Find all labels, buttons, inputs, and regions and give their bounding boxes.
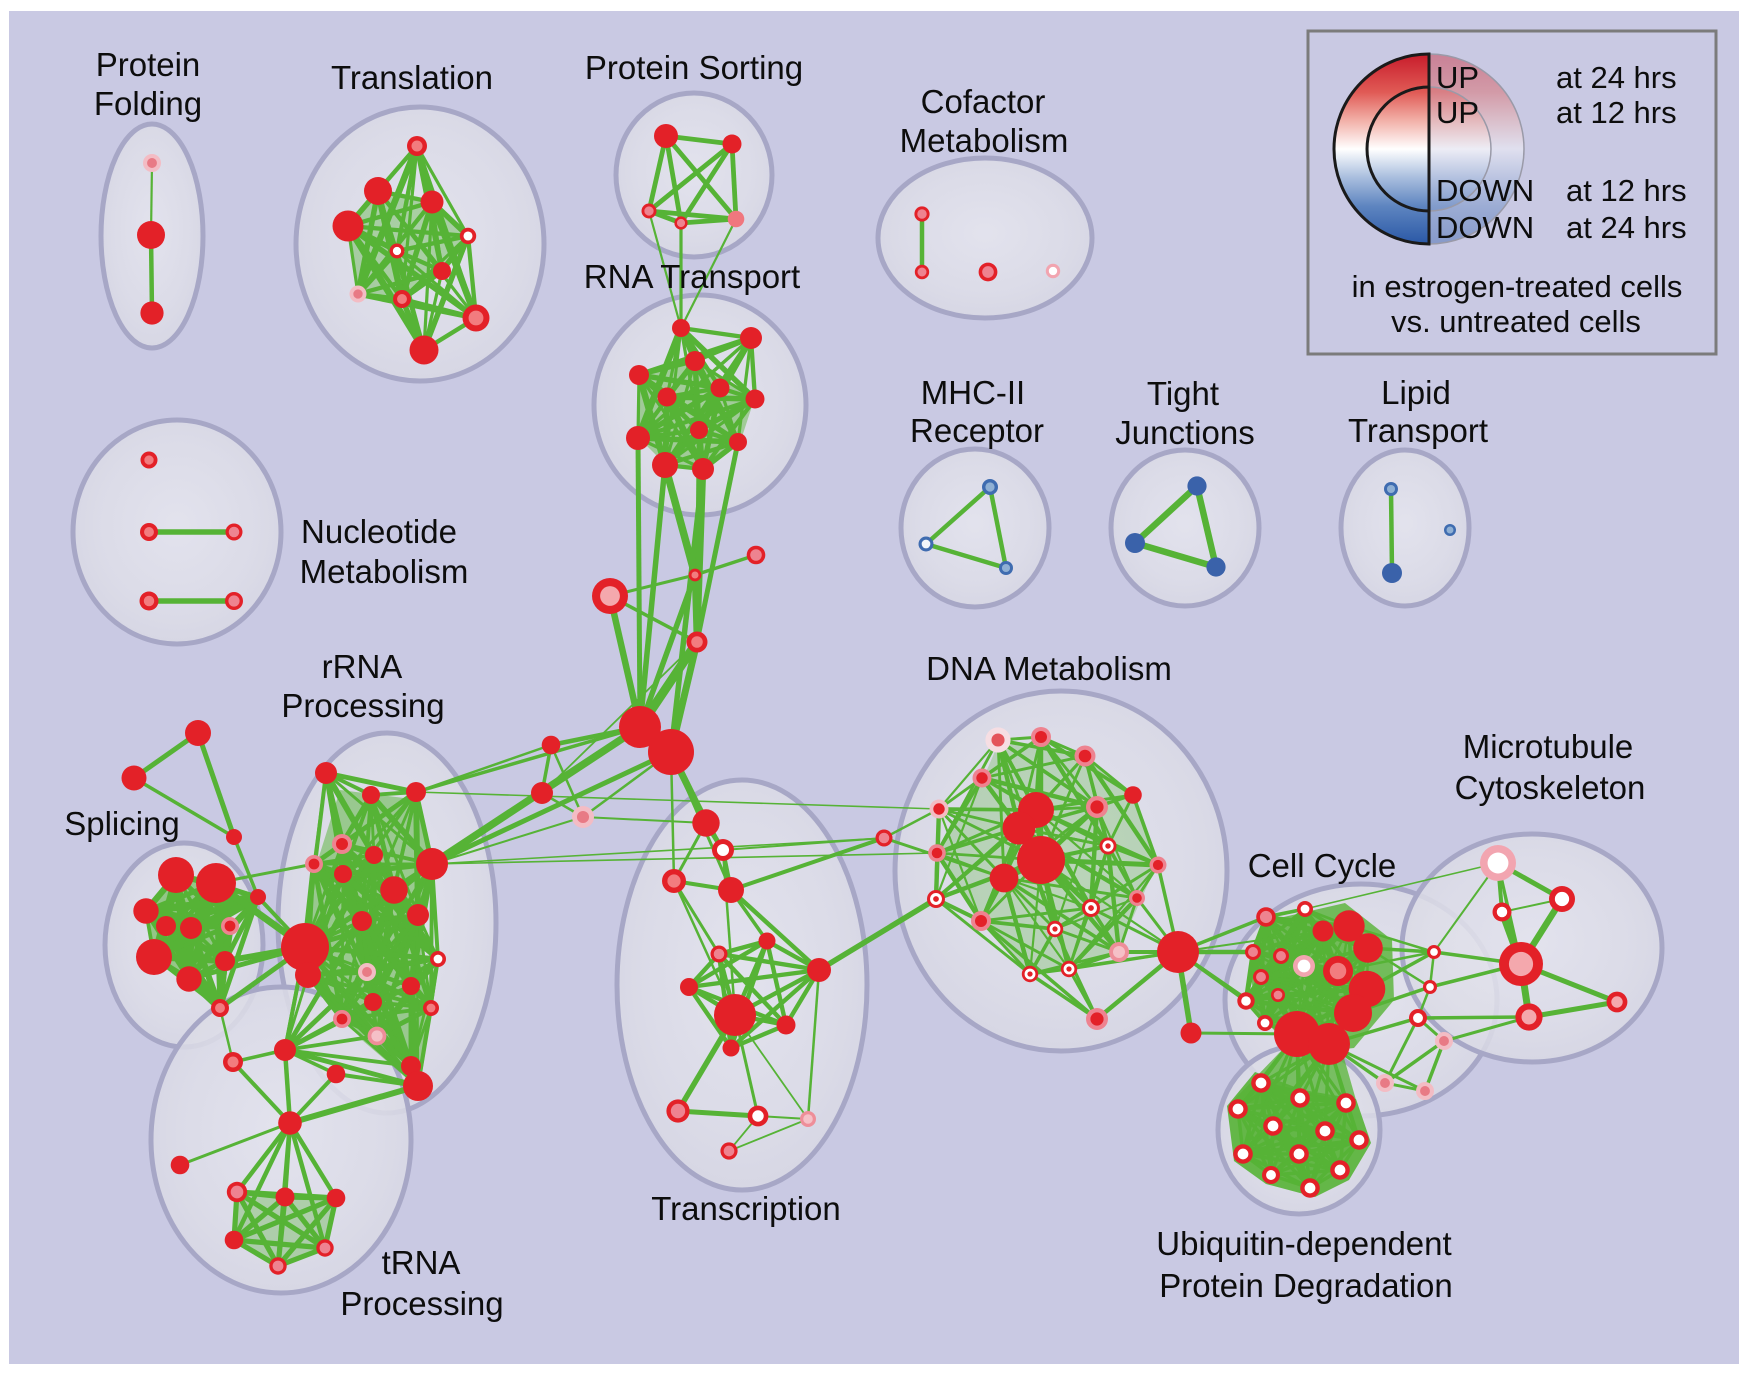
- svg-text:tRNA: tRNA: [382, 1244, 461, 1281]
- svg-text:in estrogen-treated cells: in estrogen-treated cells: [1352, 269, 1683, 304]
- svg-text:Cell Cycle: Cell Cycle: [1248, 847, 1397, 884]
- svg-text:Junctions: Junctions: [1115, 414, 1254, 451]
- svg-text:Translation: Translation: [331, 59, 493, 96]
- svg-text:Transport: Transport: [1348, 412, 1488, 449]
- svg-text:Cytoskeleton: Cytoskeleton: [1455, 769, 1646, 806]
- svg-text:Tight: Tight: [1147, 375, 1219, 412]
- svg-text:RNA Transport: RNA Transport: [584, 258, 800, 295]
- svg-text:Processing: Processing: [281, 687, 444, 724]
- svg-text:vs. untreated cells: vs. untreated cells: [1391, 304, 1641, 339]
- svg-text:Transcription: Transcription: [651, 1190, 841, 1227]
- svg-text:at 12 hrs: at 12 hrs: [1566, 173, 1687, 208]
- svg-text:rRNA: rRNA: [322, 648, 403, 685]
- svg-text:Cofactor: Cofactor: [921, 83, 1046, 120]
- svg-text:Ubiquitin-dependent: Ubiquitin-dependent: [1156, 1225, 1451, 1262]
- svg-text:UP: UP: [1436, 60, 1479, 95]
- svg-text:Metabolism: Metabolism: [300, 553, 469, 590]
- svg-text:Nucleotide: Nucleotide: [301, 513, 457, 550]
- svg-text:Folding: Folding: [94, 85, 202, 122]
- svg-text:Protein: Protein: [96, 46, 201, 83]
- svg-text:Protein Degradation: Protein Degradation: [1159, 1267, 1453, 1304]
- svg-text:UP: UP: [1436, 95, 1479, 130]
- svg-text:at 12 hrs: at 12 hrs: [1556, 95, 1677, 130]
- svg-text:Metabolism: Metabolism: [900, 122, 1069, 159]
- svg-text:Processing: Processing: [340, 1285, 503, 1322]
- svg-text:Receptor: Receptor: [910, 412, 1044, 449]
- svg-text:Protein Sorting: Protein Sorting: [585, 49, 803, 86]
- svg-text:DOWN: DOWN: [1436, 173, 1534, 208]
- svg-text:DOWN: DOWN: [1436, 210, 1534, 245]
- svg-text:Lipid: Lipid: [1381, 374, 1451, 411]
- svg-text:at 24 hrs: at 24 hrs: [1556, 60, 1677, 95]
- svg-text:Splicing: Splicing: [64, 805, 180, 842]
- svg-text:at 24 hrs: at 24 hrs: [1566, 210, 1687, 245]
- svg-text:Microtubule: Microtubule: [1463, 728, 1634, 765]
- svg-text:MHC-II: MHC-II: [921, 374, 1025, 411]
- svg-text:DNA Metabolism: DNA Metabolism: [926, 650, 1172, 687]
